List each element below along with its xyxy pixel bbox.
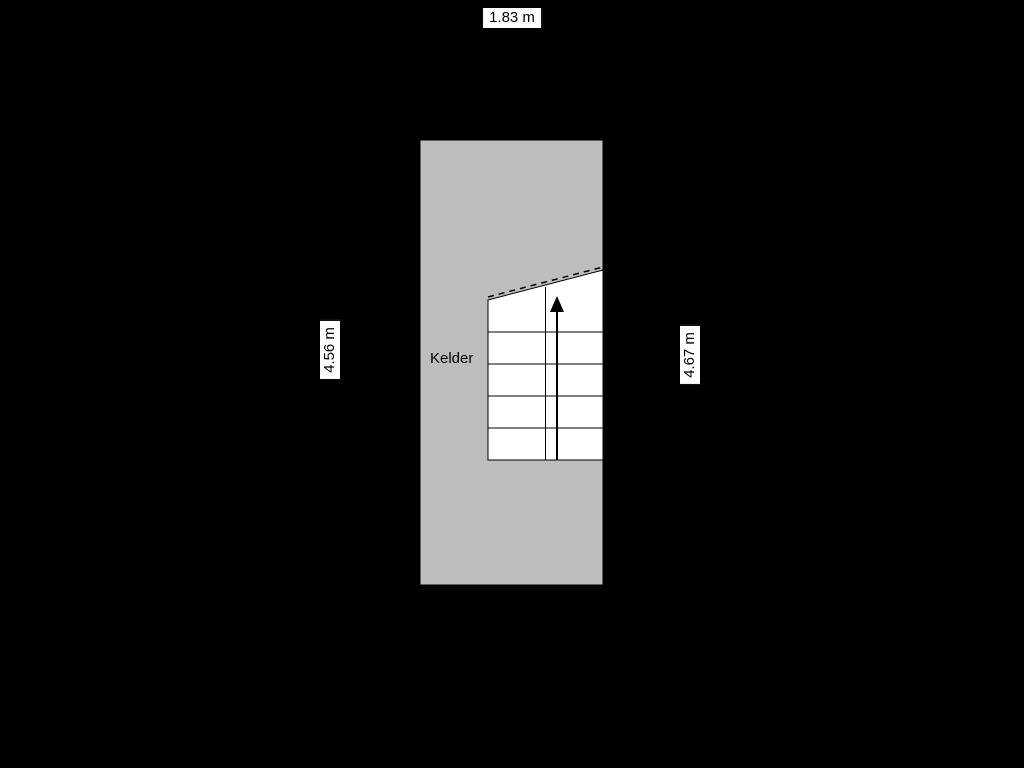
floorplan-canvas: 1.83 m 4.56 m 4.67 m Kelder: [0, 0, 1024, 768]
dimension-top: 1.83 m: [482, 7, 542, 29]
dimension-left: 4.56 m: [319, 320, 341, 380]
floorplan-svg: [0, 0, 1024, 768]
dimension-right: 4.67 m: [679, 325, 701, 385]
room-label: Kelder: [430, 350, 473, 367]
